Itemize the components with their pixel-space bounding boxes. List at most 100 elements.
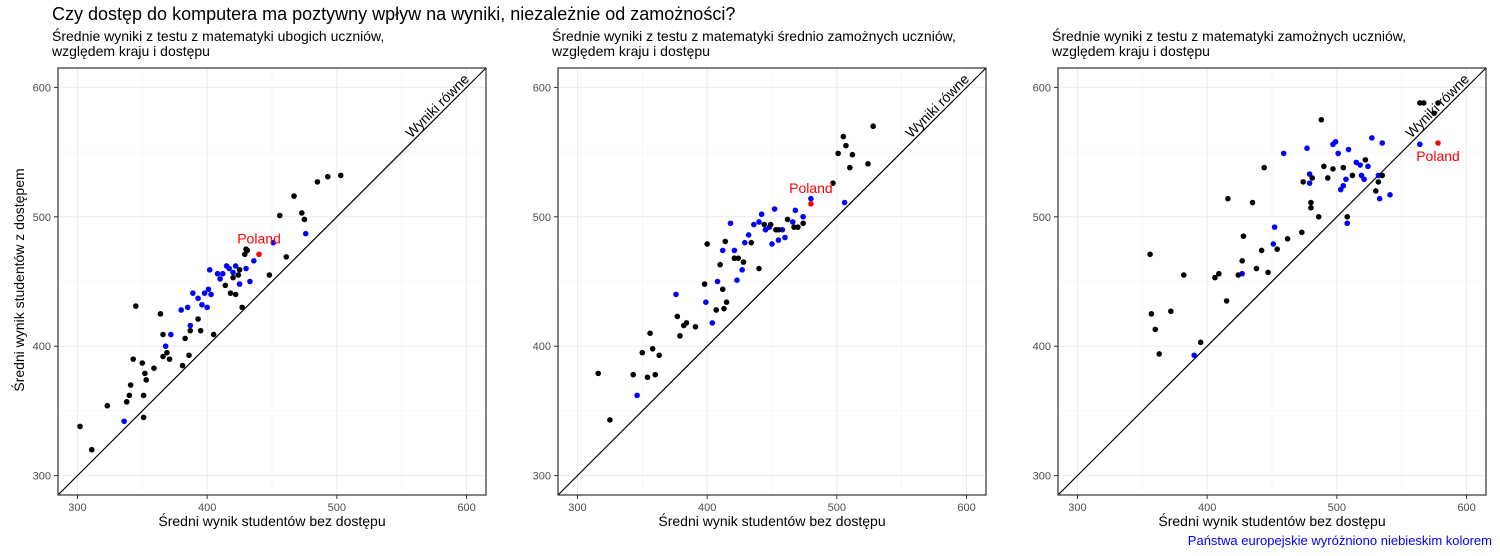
point-other <box>1223 298 1230 304</box>
point-europe <box>1345 146 1352 153</box>
point-other <box>630 371 637 378</box>
point-other <box>1324 175 1331 181</box>
panel-1-subtitle: Średnie wyniki z testu z matematyki ubog… <box>52 29 492 59</box>
point-other <box>835 150 841 157</box>
point-europe <box>187 322 194 329</box>
point-europe <box>204 304 210 311</box>
point-other <box>1239 257 1245 264</box>
point-europe <box>792 207 799 214</box>
point-europe <box>195 295 201 302</box>
equal-scores-line <box>57 67 487 496</box>
caption: Państwa europejskie wyróżniono niebieski… <box>1187 533 1492 548</box>
point-other <box>301 216 308 223</box>
point-other <box>77 423 83 430</box>
point-other <box>784 216 791 223</box>
point-other <box>1258 247 1265 254</box>
point-other <box>1372 188 1379 194</box>
point-europe <box>782 234 788 241</box>
point-other <box>1362 157 1369 163</box>
point-europe <box>1191 352 1197 359</box>
point-europe <box>205 286 212 293</box>
point-other <box>140 392 147 399</box>
point-other <box>639 349 646 356</box>
panel-1-subtitle-line2: względem kraju i dostępu <box>52 43 210 59</box>
point-other <box>126 392 133 399</box>
point-other <box>1344 214 1351 220</box>
point-other <box>721 305 727 312</box>
point-other <box>1375 179 1382 185</box>
point-europe <box>703 299 709 306</box>
point-other <box>266 272 273 278</box>
point-europe <box>1332 138 1339 145</box>
point-other <box>160 353 166 360</box>
y-tick-label: 300 <box>533 471 551 483</box>
point-other <box>649 345 656 352</box>
point-europe <box>714 278 721 285</box>
point-other <box>187 327 194 334</box>
point-other <box>791 224 797 230</box>
point-other <box>731 255 738 262</box>
point-europe <box>673 291 679 298</box>
point-europe <box>1340 182 1347 189</box>
point-other <box>717 261 723 268</box>
point-other <box>142 370 148 377</box>
point-other <box>1318 116 1325 123</box>
point-other <box>756 265 762 272</box>
panel-1: Wyniki równe Poland 300 400 500 600 300 400 500 6… <box>33 67 487 529</box>
y-tick-label: 500 <box>1033 212 1051 224</box>
x-tick-label: 400 <box>1198 502 1216 514</box>
y-tick-label: 300 <box>1033 471 1051 483</box>
point-other <box>166 356 173 362</box>
point-other <box>1340 164 1347 171</box>
point-other <box>160 331 166 338</box>
point-europe <box>756 219 762 225</box>
point-other <box>1249 199 1256 206</box>
point-other <box>227 290 234 296</box>
point-europe <box>1369 135 1375 141</box>
point-europe <box>808 195 814 202</box>
point-other <box>88 446 95 453</box>
x-tick-label: 400 <box>698 502 716 514</box>
point-europe <box>841 199 848 206</box>
point-other <box>186 352 192 359</box>
panel-2-subtitle-line1: Średnie wyniki z testu z matematyki śred… <box>552 28 956 44</box>
point-europe <box>727 220 734 227</box>
point-poland <box>1435 140 1441 146</box>
point-other <box>1309 175 1316 181</box>
main-title: Czy dostęp do komputera ma poztywny wpły… <box>52 4 736 24</box>
point-other <box>775 226 782 233</box>
point-other <box>1379 172 1386 179</box>
point-other <box>795 224 801 230</box>
point-europe <box>1344 220 1351 227</box>
point-other <box>683 320 690 326</box>
equal-scores-label: Wyniki równe <box>902 71 972 141</box>
y-tick-label: 600 <box>33 82 51 94</box>
point-other <box>179 362 186 369</box>
x-axis-label: Średni wynik studentów bez dostępu <box>1158 512 1385 529</box>
panel-3-subtitle: Średnie wyniki z testu z matematyki zamo… <box>1052 29 1492 59</box>
point-other <box>197 327 204 334</box>
point-other <box>230 274 236 281</box>
point-europe <box>214 270 221 277</box>
point-other <box>1240 233 1247 240</box>
point-europe <box>1357 162 1363 168</box>
point-other <box>677 333 683 339</box>
point-other <box>235 272 242 278</box>
point-other <box>127 382 134 388</box>
point-other <box>337 172 344 179</box>
point-other <box>652 371 659 378</box>
point-other <box>674 313 681 320</box>
point-europe <box>226 265 232 272</box>
point-europe <box>121 418 127 425</box>
x-axis-label: Średni wynik studentów bez dostępu <box>658 512 885 529</box>
point-other <box>140 414 147 421</box>
x-tick-label: 600 <box>1457 502 1475 514</box>
point-other <box>1212 274 1218 281</box>
x-tick-label: 300 <box>1068 502 1086 514</box>
point-other <box>1152 326 1159 333</box>
point-other <box>123 399 130 405</box>
panel-border <box>557 67 987 496</box>
x-tick-label: 300 <box>68 502 86 514</box>
point-other <box>182 335 188 342</box>
point-other <box>1253 265 1260 272</box>
